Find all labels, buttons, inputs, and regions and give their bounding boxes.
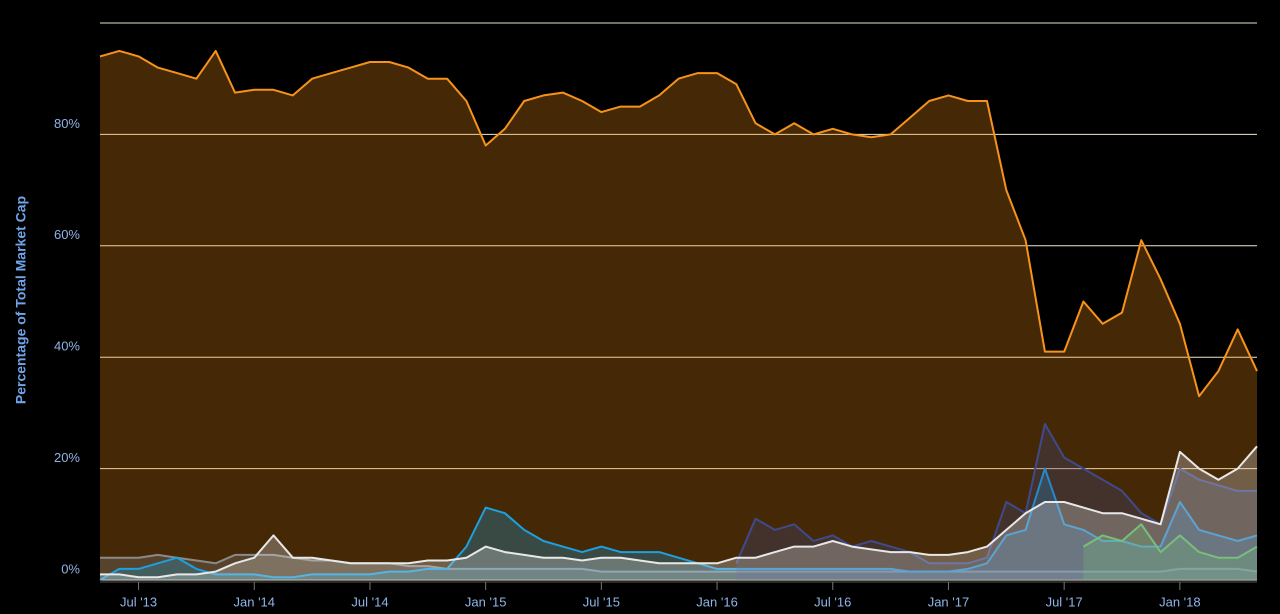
series-line — [99, 467, 1258, 581]
x-tick-label: Jan '18 — [1159, 594, 1201, 609]
y-tick-label: 0% — [61, 561, 80, 576]
series-area — [100, 446, 1257, 580]
x-tick-label: Jan '17 — [928, 594, 970, 609]
x-tick-label: Jul '15 — [583, 594, 620, 609]
series-area — [100, 554, 1257, 580]
y-tick-label: 60% — [54, 227, 80, 242]
y-tick-label: 20% — [54, 450, 80, 465]
series-area — [736, 424, 1257, 580]
y-tick-label: 40% — [54, 339, 80, 354]
series-line — [735, 423, 1257, 565]
series-line — [1082, 523, 1258, 559]
x-tick-label: Jan '15 — [465, 594, 507, 609]
series-area — [1083, 524, 1257, 580]
y-tick-label: 80% — [54, 116, 80, 131]
x-tick-label: Jul '14 — [351, 594, 388, 609]
x-tick-label: Jul '17 — [1046, 594, 1083, 609]
y-axis-title: Percentage of Total Market Cap — [13, 196, 29, 404]
series-line — [100, 445, 1258, 579]
series-area — [100, 50, 1257, 580]
x-tick-label: Jul '16 — [814, 594, 851, 609]
x-tick-label: Jan '14 — [234, 594, 276, 609]
x-tick-label: Jul '13 — [120, 594, 157, 609]
x-tick-label: Jan '16 — [696, 594, 738, 609]
series-line — [99, 49, 1258, 398]
